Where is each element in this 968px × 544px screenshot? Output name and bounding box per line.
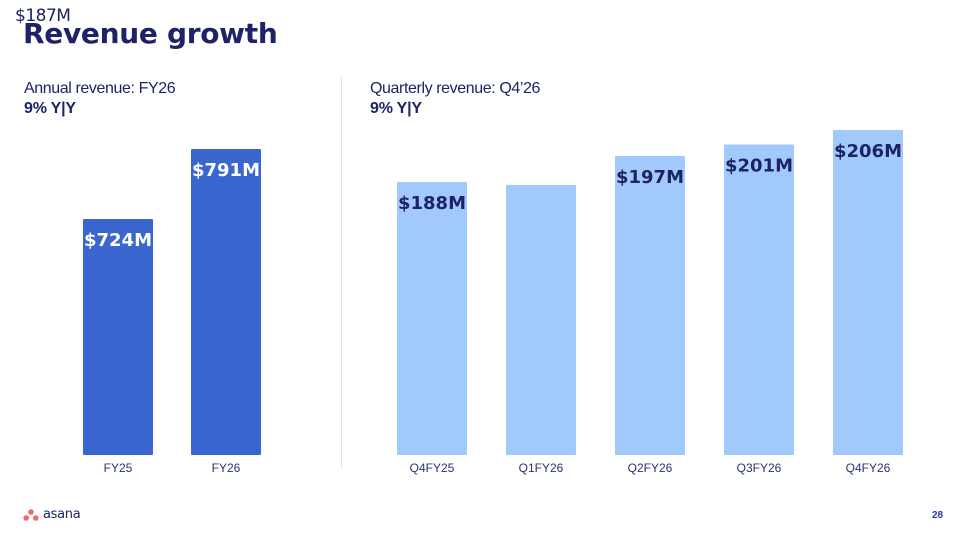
bar-q1fy26	[506, 184, 576, 455]
bar-q2fy26	[615, 156, 685, 455]
asana-dots-icon	[23, 508, 39, 521]
section-divider	[341, 77, 342, 468]
x-tick-q4fy25: Q4FY25	[410, 461, 455, 475]
asana-logo: asana	[23, 507, 81, 522]
x-tick-q4fy26: Q4FY26	[846, 461, 891, 475]
page-number: 28	[932, 510, 944, 521]
data-label-fy25: $724M	[84, 230, 152, 251]
bar-fy26	[191, 149, 261, 455]
slide-title: Revenue growth	[23, 17, 278, 50]
data-label-q4fy25: $188M	[398, 193, 466, 214]
data-label-q2fy26: $197M	[616, 167, 684, 188]
quarterly-yoy-growth: 9% Y|Y	[370, 100, 422, 117]
bar-q4fy26	[833, 130, 903, 455]
logo-text: asana	[43, 507, 81, 522]
annual-chart-title: Annual revenue: FY26	[24, 80, 176, 97]
data-label-fy26: $791M	[192, 160, 260, 181]
x-tick-q3fy26: Q3FY26	[737, 461, 782, 475]
misplaced-data-label: $187M	[15, 6, 71, 26]
bar-fy25	[83, 219, 153, 455]
x-tick-fy26: FY26	[212, 461, 241, 475]
x-tick-q1fy26: Q1FY26	[519, 461, 564, 475]
bar-q4fy25	[397, 182, 467, 455]
quarterly-chart-title: Quarterly revenue: Q4’26	[370, 80, 541, 97]
data-label-q4fy26: $206M	[834, 141, 902, 162]
bar-q3fy26	[724, 144, 794, 455]
x-tick-fy25: FY25	[104, 461, 133, 475]
annual-yoy-growth: 9% Y|Y	[24, 100, 76, 117]
annual-section-header: Annual revenue: FY26 9% Y|Y	[24, 80, 176, 118]
x-tick-q2fy26: Q2FY26	[628, 461, 673, 475]
quarterly-section-header: Quarterly revenue: Q4’26 9% Y|Y	[370, 80, 540, 118]
data-label-q3fy26: $201M	[725, 155, 793, 176]
